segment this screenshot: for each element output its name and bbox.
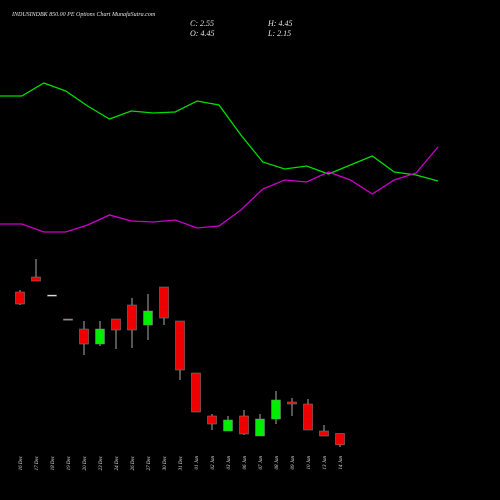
candle-body [303,403,313,431]
candle-body [47,294,57,297]
x-tick-label: 07 Jan [259,456,264,470]
x-tick-label: 27 Dec [147,455,152,470]
candle-body [15,291,25,305]
x-tick-label: 13 Jan [323,456,328,470]
ohlc-close: C: 2.55 [190,19,214,28]
candle-body [111,318,121,331]
x-tick-label: 09 Jan [291,456,296,470]
x-tick-label: 19 Dec [67,455,72,470]
candle-body [159,286,169,319]
candle-body [143,310,153,326]
candle-body [207,415,217,425]
x-tick-label: 14 Jan [339,456,344,470]
x-tick-label: 17 Dec [35,455,40,470]
x-tick-label: 26 Dec [131,455,136,470]
x-tick-label: 30 Dec [163,455,168,470]
x-tick-label: 16 Dec [19,455,24,470]
x-tick-label: 03 Jan [227,456,232,470]
indicator-line [0,82,439,182]
candle-body [255,418,265,437]
candle-body [335,433,345,445]
x-tick-label: 01 Jan [195,456,200,470]
x-tick-label: 24 Dec [115,455,120,470]
candle-body [175,320,185,371]
x-tick-label: 31 Dec [179,455,184,470]
x-tick-label: 23 Dec [99,455,104,470]
candle-body [239,415,249,435]
ohlc-low: L: 2.15 [267,29,291,38]
candle-body [95,328,105,345]
x-tick-label: 08 Jan [275,456,280,470]
candle-body [31,276,41,282]
candle-body [287,401,297,405]
ohlc-high: H: 4.45 [267,19,292,28]
x-tick-label: 06 Jan [243,456,248,470]
indicator-line [0,146,439,233]
x-tick-label: 10 Jan [307,456,312,470]
ohlc-open: O: 4.45 [190,29,214,38]
candle-body [63,318,73,321]
candle-body [127,304,137,331]
candle-body [319,430,329,437]
x-tick-label: 20 Dec [83,455,88,470]
x-tick-label: 02 Jan [211,456,216,470]
chart-title: INDUSINDBK 850.00 PE Options Chart Munaf… [11,11,156,18]
candle-body [79,328,89,345]
candle-body [271,399,281,420]
candle-body [191,372,201,413]
candle-body [223,419,233,432]
x-tick-label: 18 Dec [51,455,56,470]
